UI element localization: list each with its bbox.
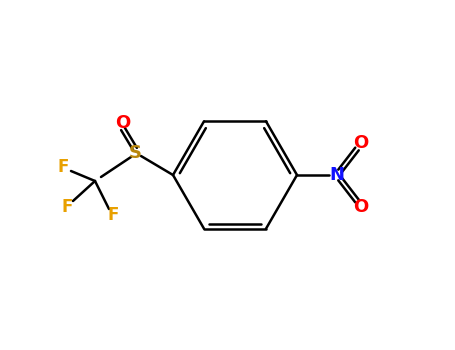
Text: F: F — [57, 158, 69, 176]
Text: O: O — [354, 134, 369, 152]
Text: O: O — [354, 198, 369, 216]
Text: F: F — [107, 206, 119, 224]
Text: S: S — [128, 144, 142, 162]
Text: N: N — [329, 166, 344, 184]
Text: F: F — [61, 198, 73, 216]
Text: O: O — [116, 114, 131, 132]
